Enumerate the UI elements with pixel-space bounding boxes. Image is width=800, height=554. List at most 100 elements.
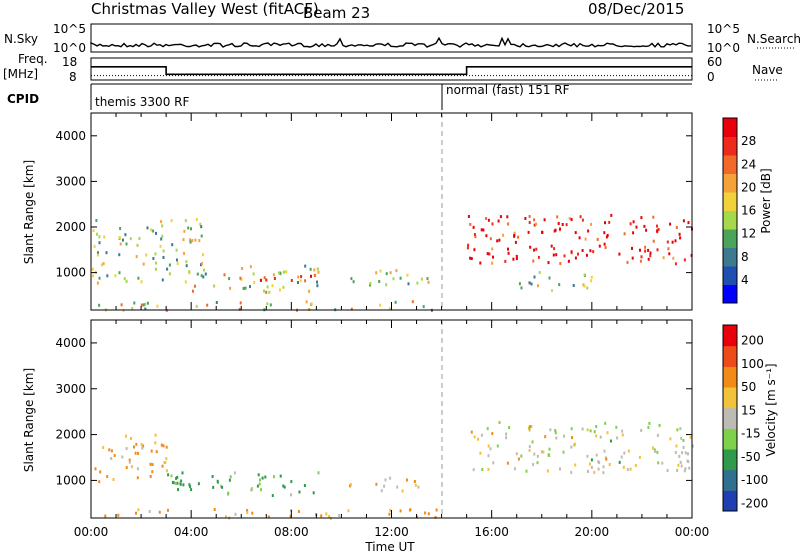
nsky-tick-bottom: 10^0	[53, 41, 86, 55]
colorbar-segment-7	[723, 155, 737, 174]
figure-title: Christmas Valley West (fitACF)	[91, 0, 319, 18]
velocity-yaxis: 1000 2000 3000 4000	[55, 336, 692, 487]
colorbar-segment-6	[723, 173, 737, 193]
colorbar-segment-3	[723, 428, 737, 450]
ytick-label-3: 4000	[55, 336, 86, 350]
nsearch-tick-top: 10^5	[707, 22, 740, 36]
power-echoes	[91, 213, 693, 312]
ytick-label-0: 1000	[55, 266, 86, 280]
colorbar-segment-9	[723, 118, 737, 137]
date-label: 08/Dec/2015	[588, 0, 684, 18]
time-tick-label-1: 04:00	[174, 525, 209, 539]
power-colorbar-label: Power [dB]	[759, 168, 773, 233]
colorbar-tick-0: 200	[741, 334, 764, 348]
freq-label: Freq.	[18, 52, 48, 66]
colorbar-segment-5	[723, 387, 737, 409]
echo-region-2	[259, 273, 316, 289]
freq-panel: Freq. [MHz] 18 8 60 0 Nave	[3, 52, 783, 84]
ytick-label-2: 3000	[55, 382, 86, 396]
power-colorbar: 4 8 12 16 20 24 28	[722, 117, 756, 304]
cpid-segment-2: normal (fast) 151 RF	[446, 83, 570, 97]
colorbar-tick-5: -50	[741, 450, 761, 464]
velocity-colorbar: 200 100 50 15 -15 -50 -100 -200	[722, 324, 768, 512]
velocity-panel: 1000 2000 3000 4000 Slant Range [km] 200 100…	[22, 319, 778, 554]
echo-region-3	[470, 421, 694, 475]
echo-region-0	[91, 218, 205, 285]
echo-region-1	[192, 264, 320, 294]
nsearch-label: N.Search	[747, 32, 800, 46]
colorbar-tick-6: 28	[741, 134, 756, 148]
colorbar-tick-1: 8	[741, 250, 749, 264]
echo-region-4	[466, 213, 693, 266]
cpid-segment-1: themis 3300 RF	[95, 95, 189, 109]
colorbar-frame	[722, 117, 738, 304]
colorbar-segment-1	[723, 266, 737, 285]
freq-trace	[91, 66, 692, 76]
velocity-ylabel: Slant Range [km]	[22, 368, 36, 472]
colorbar-tick-4: 20	[741, 180, 756, 194]
colorbar-segment-2	[723, 247, 737, 267]
colorbar-tick-3: 15	[741, 403, 756, 417]
ytick-label-3: 4000	[55, 129, 86, 143]
colorbar-tick-7: -200	[741, 496, 768, 510]
colorbar-tick-1: 100	[741, 357, 764, 371]
power-ylabel: Slant Range [km]	[22, 160, 36, 264]
cpid-label: CPID	[7, 92, 39, 106]
echo-region-0	[94, 433, 168, 484]
colorbar-tick-4: -15	[741, 427, 761, 441]
colorbar-tick-2: 12	[741, 227, 756, 241]
ytick-label-2: 3000	[55, 174, 86, 188]
freq-tick-bottom: 8	[69, 70, 77, 84]
colorbar-segment-5	[723, 192, 737, 211]
time-tick-label-0: 00:00	[74, 525, 109, 539]
colorbar-tick-6: -100	[741, 473, 768, 487]
colorbar-segment-4	[723, 407, 737, 429]
time-tick-label-5: 20:00	[575, 525, 610, 539]
time-axis-title: Time UT	[364, 540, 415, 554]
velocity-xticks	[90, 320, 693, 518]
beam-label: Beam 23	[303, 4, 370, 22]
colorbar-tick-2: 50	[741, 380, 756, 394]
colorbar-segment-0	[723, 284, 737, 304]
cpid-panel: CPID themis 3300 RF normal (fast) 151 RF	[7, 83, 692, 110]
power-panel: 1000 2000 3000 4000 Slant Range [km] 4 8 12 16…	[22, 112, 773, 312]
time-axis-labels: 00:00 04:00 08:00 12:00 16:00 20:00 00:00	[74, 525, 710, 539]
nsearch-tick-bottom: 10^0	[707, 41, 740, 55]
echo-region-5	[518, 271, 593, 293]
nsky-label: N.Sky	[4, 32, 38, 46]
colorbar-segment-6	[723, 366, 737, 388]
colorbar-tick-5: 24	[741, 157, 756, 171]
colorbar-segment-2	[723, 449, 737, 471]
freq-unit-label: [MHz]	[3, 67, 38, 81]
nave-tick-bottom: 0	[707, 70, 715, 84]
velocity-colorbar-label: Velocity [m s⁻¹]	[764, 363, 778, 456]
colorbar-segment-1	[723, 469, 737, 491]
velocity-echoes	[94, 421, 694, 520]
echo-region-1	[167, 471, 320, 498]
power-xticks	[90, 113, 693, 310]
time-tick-label-6: 00:00	[675, 525, 710, 539]
nsky-trace	[90, 36, 692, 48]
time-tick-label-4: 16:00	[474, 525, 509, 539]
colorbar-tick-0: 4	[741, 273, 749, 287]
nsky-panel: N.Sky 10^5 10^0 10^5 10^0 N.Search	[4, 22, 800, 55]
colorbar-segment-7	[723, 345, 737, 367]
colorbar-segment-4	[723, 210, 737, 230]
nave-tick-top: 60	[707, 55, 722, 69]
ytick-label-0: 1000	[55, 473, 86, 487]
echo-region-3	[350, 269, 430, 287]
ytick-label-1: 2000	[55, 220, 86, 234]
echo-region-2	[349, 476, 420, 493]
colorbar-tick-3: 16	[741, 204, 756, 218]
colorbar-segment-3	[723, 229, 737, 248]
ytick-label-1: 2000	[55, 428, 86, 442]
time-tick-label-3: 12:00	[374, 525, 409, 539]
colorbar-frame	[722, 324, 738, 512]
colorbar-segment-0	[723, 490, 737, 512]
colorbar-segment-8	[723, 325, 737, 347]
nave-label: Nave	[752, 63, 783, 77]
nsky-tick-top: 10^5	[53, 22, 86, 36]
colorbar-segment-8	[723, 136, 737, 156]
power-yaxis: 1000 2000 3000 4000	[55, 129, 692, 280]
